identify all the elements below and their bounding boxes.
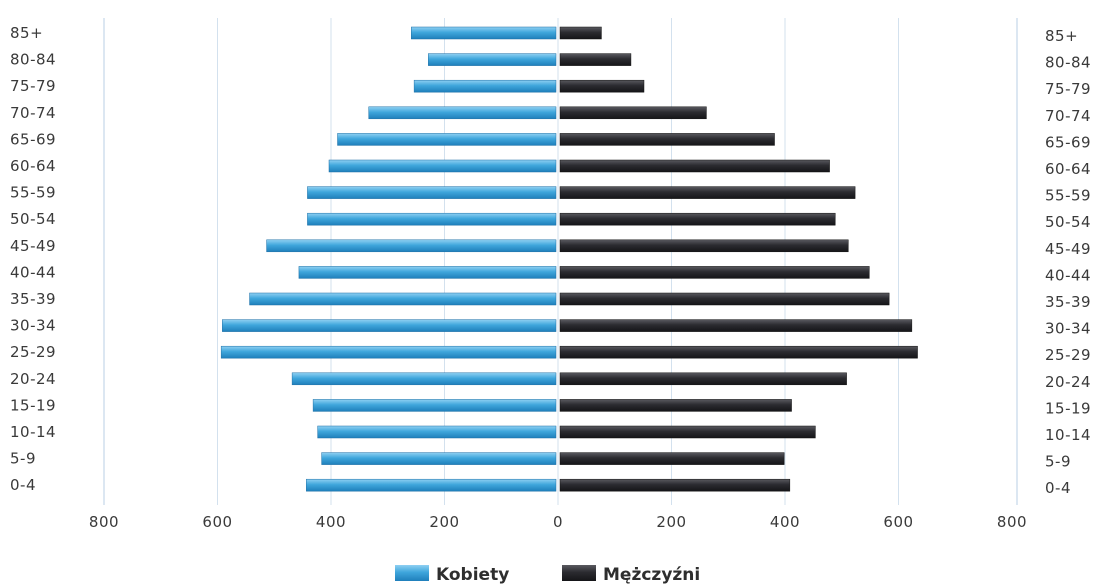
bar-mezczyzni-20-24 [559, 372, 847, 386]
age-label-left: 45-49 [10, 237, 56, 255]
legend-label-kobiety: Kobiety [436, 565, 509, 585]
bar-kobiety-20-24 [291, 372, 557, 386]
bar-kobiety-30-34 [222, 319, 557, 332]
x-axis-ticks: 800 600 400 200 0 200 400 600 800 [89, 513, 1027, 531]
age-labels-right: 85+ 80-84 75-79 70-74 65-69 60-64 55-59 50-54 45… [1045, 27, 1091, 497]
age-label-right: 20-24 [1045, 373, 1091, 391]
bar-mezczyzni-45-49 [559, 239, 849, 253]
age-label-left: 35-39 [10, 290, 56, 308]
age-label-right: 85+ [1045, 27, 1078, 45]
age-label-right: 80-84 [1045, 54, 1091, 72]
age-label-left: 50-54 [10, 210, 56, 228]
age-label-left: 20-24 [10, 370, 56, 388]
legend: Kobiety Mężczyźni [395, 565, 700, 585]
age-label-right: 55-59 [1045, 187, 1091, 205]
age-label-left: 5-9 [10, 450, 36, 468]
x-tick-label: 600 [883, 513, 913, 531]
age-label-right: 15-19 [1045, 399, 1091, 417]
bar-mezczyzni-15-19 [559, 399, 792, 412]
bar-kobiety-85+ [411, 26, 557, 40]
age-label-right: 65-69 [1045, 133, 1091, 151]
age-label-right: 60-64 [1045, 160, 1091, 178]
legend-swatch-mezczyzni [562, 565, 596, 581]
age-label-right: 35-39 [1045, 293, 1091, 311]
age-label-left: 15-19 [10, 396, 56, 414]
bar-kobiety-70-74 [368, 106, 557, 120]
bar-kobiety-60-64 [328, 159, 557, 173]
age-label-left: 75-79 [10, 77, 56, 95]
x-tick-label: 800 [997, 513, 1027, 531]
bar-kobiety-10-14 [317, 425, 557, 439]
bar-kobiety-15-19 [312, 399, 557, 412]
x-tick-label: 200 [656, 513, 686, 531]
bar-mezczyzni-40-44 [559, 266, 870, 279]
age-label-left: 65-69 [10, 130, 56, 148]
age-label-left: 80-84 [10, 51, 56, 69]
age-label-right: 70-74 [1045, 107, 1091, 125]
legend-swatch-kobiety [395, 565, 429, 581]
bar-mezczyzni-85+ [559, 26, 602, 40]
bar-mezczyzni-0-4 [559, 478, 791, 492]
age-label-left: 60-64 [10, 157, 56, 175]
age-label-left: 70-74 [10, 104, 56, 122]
bar-kobiety-25-29 [220, 345, 557, 359]
axis-frame [103, 18, 1018, 505]
mezczyzni-bars [559, 26, 918, 492]
bar-kobiety-45-49 [266, 239, 557, 253]
bar-mezczyzni-10-14 [559, 425, 816, 439]
age-label-right: 0-4 [1045, 479, 1071, 497]
x-tick-label: 400 [316, 513, 346, 531]
bar-mezczyzni-65-69 [559, 133, 775, 146]
bar-kobiety-40-44 [298, 266, 557, 279]
bar-mezczyzni-60-64 [559, 159, 830, 173]
bar-mezczyzni-70-74 [559, 106, 707, 120]
age-label-right: 5-9 [1045, 453, 1071, 471]
bar-kobiety-50-54 [307, 212, 557, 226]
bar-mezczyzni-75-79 [559, 79, 645, 93]
age-label-left: 10-14 [10, 423, 56, 441]
age-label-left: 25-29 [10, 343, 56, 361]
bar-kobiety-5-9 [321, 452, 557, 465]
age-label-right: 75-79 [1045, 80, 1091, 98]
age-label-left: 40-44 [10, 263, 56, 281]
x-tick-label: 200 [429, 513, 459, 531]
x-tick-label: 400 [770, 513, 800, 531]
bar-mezczyzni-80-84 [559, 53, 632, 66]
bar-kobiety-0-4 [306, 478, 557, 492]
x-tick-label: 0 [553, 513, 563, 531]
bar-kobiety-75-79 [413, 79, 557, 93]
bar-mezczyzni-30-34 [559, 319, 913, 332]
bar-kobiety-80-84 [428, 53, 557, 66]
bar-kobiety-65-69 [337, 133, 557, 146]
legend-label-mezczyzni: Mężczyźni [603, 565, 700, 585]
bar-kobiety-55-59 [307, 186, 557, 199]
age-labels-left: 85+ 80-84 75-79 70-74 65-69 60-64 55-59 50-54 45… [10, 24, 56, 494]
age-label-right: 25-29 [1045, 346, 1091, 364]
bar-mezczyzni-55-59 [559, 186, 856, 199]
age-label-right: 50-54 [1045, 213, 1091, 231]
bar-mezczyzni-35-39 [559, 292, 890, 306]
age-label-right: 10-14 [1045, 426, 1091, 444]
bar-mezczyzni-50-54 [559, 212, 836, 226]
age-label-right: 40-44 [1045, 266, 1091, 284]
age-label-right: 45-49 [1045, 240, 1091, 258]
bar-mezczyzni-25-29 [559, 345, 918, 359]
bar-mezczyzni-5-9 [559, 452, 785, 465]
age-label-left: 85+ [10, 24, 43, 42]
kobiety-bars [220, 26, 557, 492]
age-label-left: 55-59 [10, 184, 56, 202]
x-tick-label: 800 [89, 513, 119, 531]
age-label-left: 30-34 [10, 317, 56, 335]
gridlines [217, 18, 899, 505]
age-label-right: 30-34 [1045, 320, 1091, 338]
bar-kobiety-35-39 [249, 292, 557, 306]
age-label-left: 0-4 [10, 476, 36, 494]
x-tick-label: 600 [202, 513, 232, 531]
